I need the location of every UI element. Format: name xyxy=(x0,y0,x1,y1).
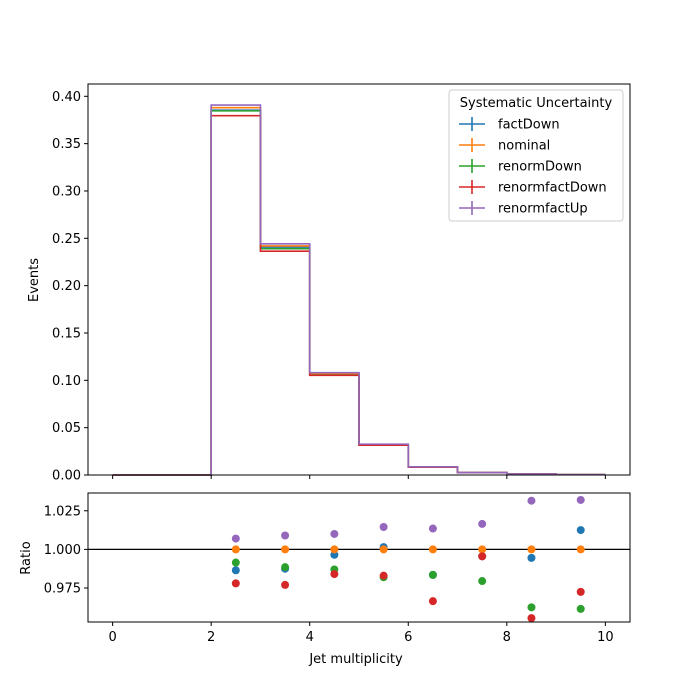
ratio-point xyxy=(281,531,290,540)
histogram-y-tick-label: 0.00 xyxy=(52,469,81,484)
ratio-point xyxy=(379,571,388,580)
ratio-point xyxy=(576,604,585,613)
ratio-point xyxy=(576,545,585,554)
ratio-y-tick-label: 1.025 xyxy=(44,504,81,519)
ratio-x-axis-label: Jet multiplicity xyxy=(308,652,403,667)
histogram-y-axis-label: Events xyxy=(27,258,42,302)
ratio-point xyxy=(231,579,240,588)
histogram-axes-frame xyxy=(87,83,631,476)
legend-entry-renormfactDown: renormfactDown xyxy=(459,180,607,196)
ratio-point xyxy=(428,524,437,533)
ratio-axes-frame xyxy=(87,492,631,623)
histogram-y-tick-label: 0.30 xyxy=(52,184,81,199)
ratio-point xyxy=(231,534,240,543)
ratio-point xyxy=(527,496,536,505)
ratio-point xyxy=(527,553,536,562)
ratio-x-ticks: 0 2 4 6 8 10 xyxy=(108,622,614,645)
ratio-series-nominal xyxy=(231,545,585,554)
ratio-point xyxy=(231,566,240,575)
ratio-point xyxy=(281,580,290,589)
legend-label: renormfactDown xyxy=(498,181,607,196)
ratio-x-tick-label: 0 xyxy=(108,630,116,645)
ratio-point xyxy=(330,529,339,538)
ratio-points-group xyxy=(231,495,585,623)
ratio-point xyxy=(428,570,437,579)
histogram-y-tick-label: 0.35 xyxy=(52,137,81,152)
ratio-point xyxy=(478,577,487,586)
ratio-series-renormfactDown xyxy=(231,552,585,623)
ratio-panel: 0.975 1.000 1.025 0 2 4 6 8 10 Ratio Jet multip… xyxy=(19,492,631,667)
ratio-x-tick-label: 2 xyxy=(207,630,215,645)
ratio-x-tick-label: 10 xyxy=(597,630,614,645)
ratio-point xyxy=(231,545,240,554)
histogram-series-renormfactUp xyxy=(112,104,606,476)
ratio-point xyxy=(281,563,290,572)
ratio-point xyxy=(576,526,585,535)
legend-entry-renormfactUp: renormfactUp xyxy=(459,201,588,217)
ratio-point xyxy=(478,545,487,554)
ratio-x-tick-label: 6 xyxy=(404,630,412,645)
histogram-y-tick-label: 0.20 xyxy=(52,279,81,294)
ratio-point xyxy=(478,519,487,528)
legend-entries: factDown nominal renormDown renormfactDown r… xyxy=(459,117,607,217)
ratio-point xyxy=(281,545,290,554)
histogram-y-tick-label: 0.15 xyxy=(52,326,81,341)
ratio-y-tick-label: 0.975 xyxy=(44,582,81,597)
legend-entry-renormDown: renormDown xyxy=(459,159,582,175)
ratio-series-renormfactUp xyxy=(231,495,585,543)
legend-title: Systematic Uncertainty xyxy=(460,96,613,111)
legend-label: factDown xyxy=(498,118,560,133)
histogram-y-tick-label: 0.25 xyxy=(52,232,81,247)
legend-label: nominal xyxy=(498,139,550,154)
ratio-point xyxy=(231,558,240,567)
ratio-point xyxy=(527,545,536,554)
histogram-x-ticks xyxy=(112,475,606,479)
legend-box xyxy=(448,89,624,222)
legend-entry-nominal: nominal xyxy=(459,138,550,154)
ratio-point xyxy=(527,614,536,623)
ratio-point xyxy=(330,545,339,554)
ratio-point xyxy=(379,545,388,554)
ratio-x-tick-label: 4 xyxy=(306,630,314,645)
ratio-point xyxy=(576,587,585,596)
histogram-y-tick-label: 0.10 xyxy=(52,374,81,389)
ratio-point xyxy=(428,597,437,606)
ratio-point xyxy=(379,522,388,531)
ratio-y-ticks: 0.975 1.000 1.025 xyxy=(44,504,88,597)
ratio-point xyxy=(527,603,536,612)
ratio-y-tick-label: 1.000 xyxy=(44,543,81,558)
ratio-point xyxy=(478,552,487,561)
legend-label: renormfactUp xyxy=(498,202,588,217)
ratio-point xyxy=(576,495,585,504)
histogram-series-group xyxy=(112,104,606,476)
histogram-y-tick-label: 0.05 xyxy=(52,421,81,436)
ratio-x-tick-label: 8 xyxy=(503,630,511,645)
legend-label: renormDown xyxy=(498,160,582,175)
histogram-y-ticks: 0.00 0.05 0.10 0.15 0.20 0.25 0.30 0.35 0.40 xyxy=(52,90,88,484)
ratio-point xyxy=(428,545,437,554)
legend: Systematic Uncertainty factDown nominal re… xyxy=(448,89,624,222)
histogram-panel: 0.00 0.05 0.10 0.15 0.20 0.25 0.30 0.35 0.40 Eve… xyxy=(27,83,631,484)
legend-entry-factDown: factDown xyxy=(459,117,560,133)
ratio-series-renormDown xyxy=(231,558,585,613)
ratio-y-axis-label: Ratio xyxy=(19,541,34,574)
histogram-y-tick-label: 0.40 xyxy=(52,90,81,105)
ratio-point xyxy=(330,570,339,579)
